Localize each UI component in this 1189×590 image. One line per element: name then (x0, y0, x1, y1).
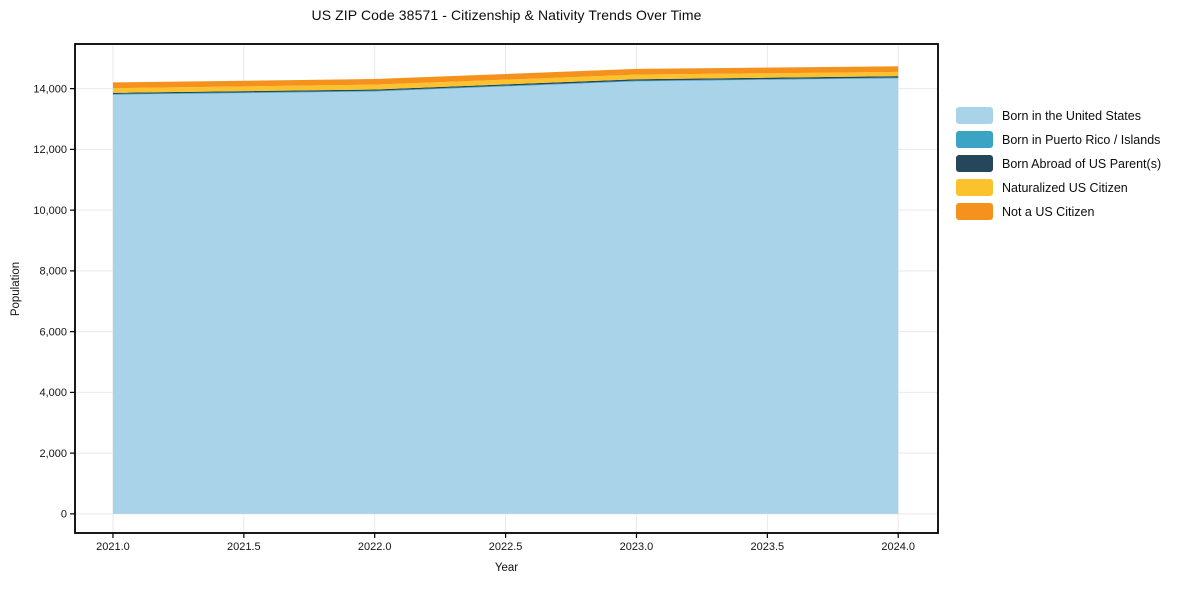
chart-title: US ZIP Code 38571 - Citizenship & Nativi… (311, 7, 702, 23)
x-tick-label: 2024.0 (881, 541, 915, 553)
legend-swatch (956, 107, 993, 124)
legend-swatch (956, 203, 993, 220)
x-tick-label: 2022.5 (489, 541, 523, 553)
stacked-areas (112, 66, 899, 514)
axis-tick-labels: 2021.0 2021.5 2022.0 2022.5 2023.0 2023.5 2024… (33, 83, 915, 553)
x-tick-label: 2021.0 (96, 541, 130, 553)
x-tick-label: 2021.5 (227, 541, 261, 553)
legend-label: Naturalized US Citizen (1002, 180, 1128, 195)
x-tick-label: 2023.0 (620, 541, 654, 553)
y-axis-label: Population (10, 261, 22, 317)
legend: Born in the United States Born in Puerto … (956, 107, 1161, 220)
legend-label: Not a US Citizen (1002, 204, 1095, 219)
y-tick-label: 4,000 (39, 387, 67, 399)
area-born-in-puerto-rico-islands (112, 77, 899, 95)
legend-item: Not a US Citizen (956, 203, 1161, 220)
legend-swatch (956, 155, 993, 172)
y-tick-label: 8,000 (39, 266, 67, 278)
axis-ticks (70, 88, 899, 538)
y-tick-label: 6,000 (39, 326, 67, 338)
x-tick-label: 2022.0 (358, 541, 392, 553)
y-tick-label: 14,000 (33, 83, 67, 95)
y-tick-label: 12,000 (33, 144, 67, 156)
x-tick-label: 2023.5 (751, 541, 785, 553)
y-tick-label: 2,000 (39, 448, 67, 460)
legend-item: Born in the United States (956, 107, 1161, 124)
plot-frame (74, 43, 939, 534)
legend-label: Born in Puerto Rico / Islands (1002, 132, 1161, 147)
x-axis-label: Year (494, 562, 519, 574)
legend-item: Born in Puerto Rico / Islands (956, 131, 1161, 148)
area-born-in-the-united-states (112, 78, 899, 514)
legend-label: Born Abroad of US Parent(s) (1002, 156, 1162, 171)
legend-swatch (956, 131, 993, 148)
area-naturalized-us-citizen (112, 71, 899, 93)
area-not-a-us-citizen (112, 66, 899, 89)
legend-label: Born in the United States (1002, 108, 1141, 123)
y-tick-label: 10,000 (33, 205, 67, 217)
legend-swatch (956, 179, 993, 196)
legend-item: Born Abroad of US Parent(s) (956, 155, 1161, 172)
y-tick-label: 0 (61, 509, 67, 521)
plot-border (74, 43, 939, 534)
legend-item: Naturalized US Citizen (956, 179, 1161, 196)
area-born-abroad-of-us-parent-s (112, 76, 899, 94)
